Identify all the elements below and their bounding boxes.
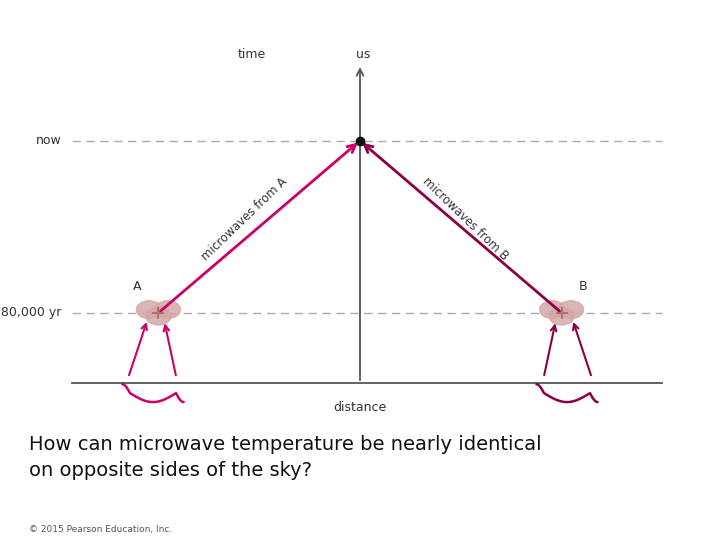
Text: time: time xyxy=(238,48,266,61)
Text: microwaves from B: microwaves from B xyxy=(420,175,510,263)
Text: microwaves from A: microwaves from A xyxy=(199,175,289,263)
Text: How can microwave temperature be nearly identical
on opposite sides of the sky?: How can microwave temperature be nearly … xyxy=(29,435,541,480)
Text: 380,000 yr: 380,000 yr xyxy=(0,306,61,319)
Text: distance: distance xyxy=(333,401,387,414)
Text: B: B xyxy=(579,280,588,293)
Text: now: now xyxy=(35,134,61,147)
Ellipse shape xyxy=(137,301,162,319)
Ellipse shape xyxy=(156,301,180,319)
Ellipse shape xyxy=(145,307,171,325)
Ellipse shape xyxy=(539,301,565,319)
Text: A: A xyxy=(132,280,141,293)
Text: © 2015 Pearson Education, Inc.: © 2015 Pearson Education, Inc. xyxy=(29,525,172,534)
Ellipse shape xyxy=(559,301,584,319)
Text: us: us xyxy=(356,48,371,61)
Ellipse shape xyxy=(549,307,575,325)
